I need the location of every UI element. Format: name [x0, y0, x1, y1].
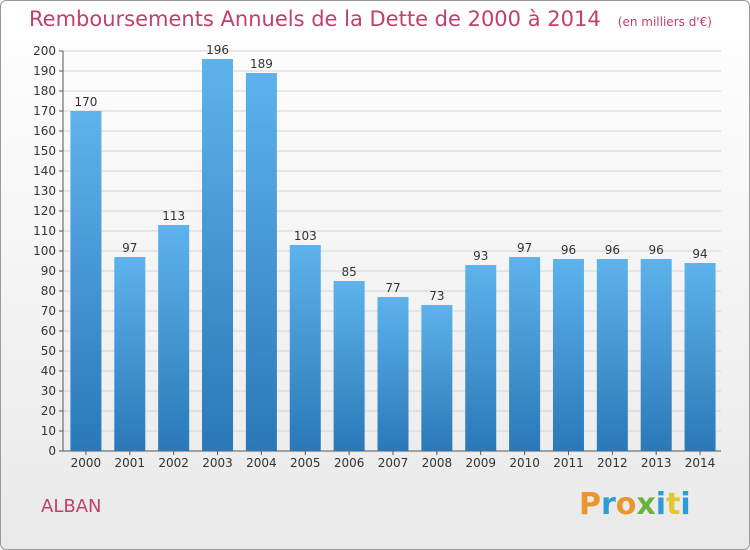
x-tick-label: 2005: [290, 456, 321, 470]
bar-2005: [289, 245, 321, 451]
y-tick-label: 10: [41, 424, 56, 438]
y-tick-label: 20: [41, 404, 56, 418]
y-tick-label: 110: [33, 224, 56, 238]
logo-letter: r: [601, 487, 616, 522]
y-tick-label: 50: [41, 344, 56, 358]
y-tick-label: 180: [33, 84, 56, 98]
x-tick-label: 2000: [71, 456, 102, 470]
bar-2010: [509, 257, 541, 451]
x-tick-label: 2003: [202, 456, 233, 470]
bar-value-label: 196: [206, 43, 229, 57]
y-tick-label: 90: [41, 264, 56, 278]
bar-2012: [596, 259, 628, 451]
bar-value-label: 77: [385, 281, 400, 295]
logo-letter: t: [666, 487, 681, 522]
y-tick-label: 0: [48, 444, 56, 458]
bar-2009: [465, 265, 497, 451]
y-tick-label: 170: [33, 104, 56, 118]
bar-2001: [114, 257, 146, 451]
y-tick-label: 40: [41, 364, 56, 378]
y-tick-label: 190: [33, 64, 56, 78]
bar-value-label: 113: [162, 209, 185, 223]
x-tick-label: 2010: [509, 456, 540, 470]
chart-title: Remboursements Annuels de la Dette de 20…: [29, 7, 712, 31]
logo-letter: i: [680, 487, 691, 522]
y-tick-label: 80: [41, 284, 56, 298]
chart-title-text: Remboursements Annuels de la Dette de 20…: [29, 7, 601, 31]
y-tick-label: 150: [33, 144, 56, 158]
y-tick-label: 30: [41, 384, 56, 398]
bar-value-label: 170: [74, 95, 97, 109]
bar-value-label: 96: [605, 243, 620, 257]
bar-2007: [377, 297, 409, 451]
x-tick-label: 2009: [465, 456, 496, 470]
x-tick-label: 2004: [246, 456, 277, 470]
x-tick-label: 2014: [685, 456, 716, 470]
bar-value-label: 85: [341, 265, 356, 279]
bar-2000: [70, 111, 102, 451]
bar-value-label: 97: [517, 241, 532, 255]
x-tick-label: 2013: [641, 456, 672, 470]
logo-letter: x: [636, 487, 656, 522]
y-tick-label: 60: [41, 324, 56, 338]
proxiti-logo: Proxiti: [579, 487, 691, 522]
bar-value-label: 73: [429, 289, 444, 303]
bar-2002: [158, 225, 190, 451]
logo-letter: o: [615, 487, 637, 522]
y-tick-label: 120: [33, 204, 56, 218]
commune-name: ALBAN: [41, 496, 102, 517]
y-tick-label: 140: [33, 164, 56, 178]
bar-2004: [245, 73, 277, 451]
bar-value-label: 103: [294, 229, 317, 243]
x-tick-label: 2011: [553, 456, 584, 470]
y-tick-label: 160: [33, 124, 56, 138]
x-tick-label: 2001: [115, 456, 146, 470]
bar-2011: [552, 259, 584, 451]
bar-2014: [684, 263, 716, 451]
bar-value-label: 96: [649, 243, 664, 257]
bar-2003: [202, 59, 234, 451]
x-tick-label: 2002: [158, 456, 189, 470]
x-tick-label: 2006: [334, 456, 365, 470]
bar-value-label: 97: [122, 241, 137, 255]
x-tick-label: 2012: [597, 456, 628, 470]
bar-value-label: 96: [561, 243, 576, 257]
bar-value-label: 94: [692, 247, 707, 261]
logo-letter: i: [655, 487, 667, 522]
chart-unit-text: (en milliers d'€): [617, 15, 712, 29]
y-tick-label: 100: [33, 244, 56, 258]
bar-2008: [421, 305, 453, 451]
bar-2006: [333, 281, 365, 451]
y-tick-label: 200: [33, 44, 56, 58]
x-tick-label: 2007: [378, 456, 409, 470]
bar-2013: [640, 259, 672, 451]
x-tick-label: 2008: [422, 456, 453, 470]
y-tick-label: 70: [41, 304, 56, 318]
y-tick-label: 130: [33, 184, 56, 198]
bar-value-label: 93: [473, 249, 488, 263]
logo-letter: P: [579, 487, 601, 522]
bar-value-label: 189: [250, 57, 273, 71]
